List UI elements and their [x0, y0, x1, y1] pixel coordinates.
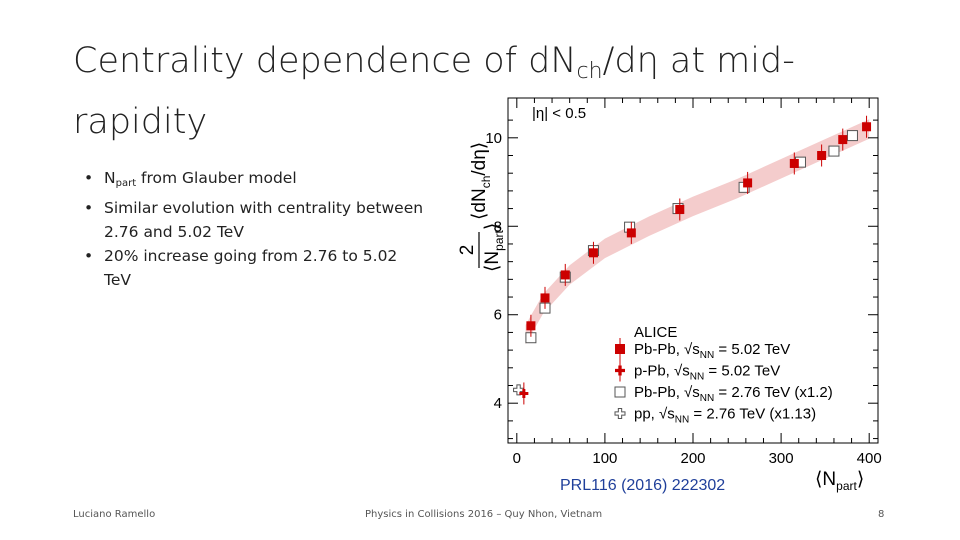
data-point — [862, 122, 872, 132]
data-point — [626, 228, 636, 238]
legend-title: ALICE — [634, 324, 677, 341]
bullet-list: • Npart from Glauber model • Similar evolu… — [80, 166, 425, 292]
x-tick-label: 400 — [857, 450, 882, 467]
data-point — [614, 408, 626, 419]
data-point — [540, 293, 550, 303]
bullet-dot: • — [84, 199, 94, 217]
chart: 0 100 200 300 400 4 6 8 10 |η| < 0.5 2 ⟨Npart⟩ ⟨… — [457, 97, 882, 493]
bullet-item: • 20% increase going from 2.76 to 5.02 Te… — [80, 244, 425, 292]
data-point — [588, 248, 598, 258]
x-tick-label: 0 — [513, 450, 521, 467]
y-tick-label: 4 — [494, 395, 502, 412]
data-point — [615, 344, 625, 354]
legend-entry: Pb-Pb, √sNN = 5.02 TeV — [615, 338, 790, 361]
svg-text:⟨Npart⟩: ⟨Npart⟩ — [482, 223, 506, 272]
systematic-band — [525, 119, 870, 345]
data-point — [675, 204, 685, 214]
x-axis-label: ⟨Npart⟩ — [815, 469, 864, 493]
y-tick-label: 6 — [494, 307, 502, 324]
series-0 — [526, 115, 872, 337]
x-tick-label: 100 — [592, 450, 617, 467]
svg-text:2: 2 — [457, 245, 478, 256]
x-tick-label: 300 — [769, 450, 794, 467]
svg-text:⟨dNch/dη⟩: ⟨dNch/dη⟩ — [469, 142, 493, 220]
data-point — [846, 130, 858, 142]
data-point — [519, 388, 529, 398]
data-point — [615, 365, 625, 376]
x-tick-label: 200 — [680, 450, 705, 467]
legend-entry: p-Pb, √sNN = 5.02 TeV — [615, 359, 780, 383]
y-tick-label: 10 — [485, 130, 502, 147]
data-point — [828, 145, 840, 157]
y-axis-label: 2 ⟨Npart⟩ ⟨dNch/dη⟩ — [457, 142, 506, 272]
page-number: 8 — [878, 509, 885, 520]
footer-author: Luciano Ramello — [73, 509, 156, 520]
bullet-dot: • — [84, 169, 94, 187]
data-point — [838, 135, 848, 145]
reference-link[interactable]: PRL116 (2016) 222302 — [560, 477, 726, 494]
data-point — [817, 151, 827, 160]
bullet-item: • Npart from Glauber model — [80, 166, 425, 196]
data-point — [560, 270, 570, 280]
footer-event: Physics in Collisions 2016 – Quy Nhon, V… — [365, 509, 603, 520]
legend-entry: Pb-Pb, √sNN = 2.76 TeV (x1.2) — [614, 384, 833, 404]
bullet-dot: • — [84, 247, 94, 265]
legend-label: Pb-Pb, √sNN = 2.76 TeV (x1.2) — [634, 384, 833, 404]
slide-title: Centrality dependence of dNch/dη at mid-… — [73, 41, 795, 142]
data-point — [743, 178, 753, 188]
y-tick-label: 8 — [494, 218, 502, 235]
data-point — [614, 386, 626, 398]
legend-entry: pp, √sNN = 2.76 TeV (x1.13) — [614, 406, 816, 426]
eta-annotation: |η| < 0.5 — [532, 105, 586, 122]
legend-label: Pb-Pb, √sNN = 5.02 TeV — [634, 341, 790, 361]
bullet-item: • Similar evolution with centrality betwe… — [80, 196, 425, 244]
legend-label: pp, √sNN = 2.76 TeV (x1.13) — [634, 406, 816, 426]
data-point — [526, 321, 536, 331]
data-point — [789, 158, 799, 168]
series-1 — [519, 382, 529, 405]
legend-label: p-Pb, √sNN = 5.02 TeV — [634, 363, 780, 383]
